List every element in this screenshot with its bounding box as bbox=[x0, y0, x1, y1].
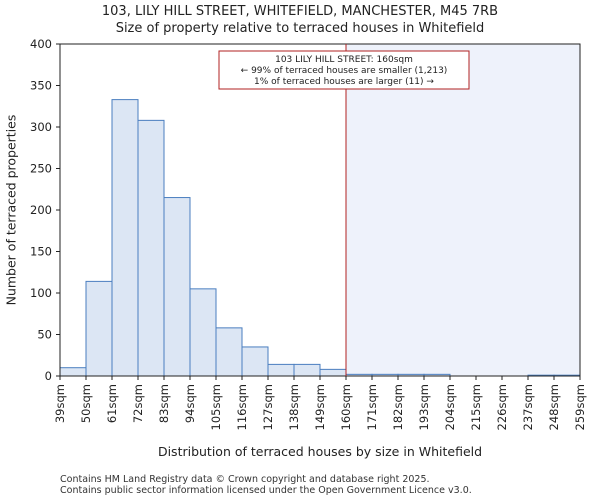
x-tick-label: 39sqm bbox=[53, 384, 67, 423]
bar bbox=[241, 346, 269, 377]
x-tick-label: 149sqm bbox=[313, 384, 327, 430]
annotation-line: ← 99% of terraced houses are smaller (1,… bbox=[241, 66, 448, 76]
bar bbox=[319, 368, 347, 377]
x-tick-label: 72sqm bbox=[131, 384, 145, 423]
bar bbox=[85, 280, 113, 377]
x-tick-label: 248sqm bbox=[547, 384, 561, 430]
x-tick-label: 182sqm bbox=[391, 384, 405, 430]
y-tick-label: 250 bbox=[30, 162, 52, 176]
bar bbox=[215, 327, 243, 377]
footer-copyright: Contains HM Land Registry data © Crown c… bbox=[60, 474, 430, 485]
bar bbox=[293, 363, 321, 377]
x-tick-label: 226sqm bbox=[495, 384, 509, 430]
x-tick-label: 171sqm bbox=[365, 384, 379, 430]
x-axis-label: Distribution of terraced houses by size … bbox=[157, 444, 483, 459]
x-tick-label: 204sqm bbox=[443, 384, 457, 430]
y-tick-label: 100 bbox=[30, 286, 52, 300]
chart-subtitle: Size of property relative to terraced ho… bbox=[115, 21, 485, 36]
bar bbox=[59, 367, 87, 377]
bar bbox=[137, 119, 165, 377]
bar bbox=[267, 363, 295, 377]
y-tick-label: 50 bbox=[37, 328, 52, 342]
x-tick-label: 160sqm bbox=[339, 384, 353, 430]
bar bbox=[163, 197, 191, 377]
y-tick-label: 0 bbox=[45, 369, 52, 383]
x-tick-label: 94sqm bbox=[183, 384, 197, 423]
x-tick-label: 138sqm bbox=[287, 384, 301, 430]
annotation-line: 1% of terraced houses are larger (11) → bbox=[254, 77, 434, 87]
x-tick-label: 83sqm bbox=[157, 384, 171, 423]
y-tick-label: 200 bbox=[30, 203, 52, 217]
y-tick-label: 350 bbox=[30, 79, 52, 93]
x-tick-label: 237sqm bbox=[521, 384, 535, 430]
highlight-region bbox=[346, 44, 580, 376]
bar bbox=[111, 99, 139, 377]
x-tick-label: 259sqm bbox=[573, 384, 587, 430]
y-tick-label: 150 bbox=[30, 245, 52, 259]
y-axis-label: Number of terraced properties bbox=[3, 114, 19, 306]
x-tick-label: 215sqm bbox=[469, 384, 483, 430]
x-tick-label: 105sqm bbox=[209, 384, 223, 430]
y-tick-label: 400 bbox=[30, 37, 52, 51]
annotation-box bbox=[218, 50, 470, 90]
annotation-line: 103 LILY HILL STREET: 160sqm bbox=[275, 55, 413, 65]
footer-licence: Contains public sector information licen… bbox=[60, 485, 472, 496]
x-tick-label: 193sqm bbox=[417, 384, 431, 430]
x-tick-label: 50sqm bbox=[79, 384, 93, 423]
chart-title: 103, LILY HILL STREET, WHITEFIELD, MANCH… bbox=[101, 4, 499, 19]
y-tick-label: 300 bbox=[30, 120, 52, 134]
bar bbox=[189, 288, 217, 377]
x-tick-label: 127sqm bbox=[261, 384, 275, 430]
x-tick-label: 116sqm bbox=[235, 384, 249, 430]
x-tick-label: 61sqm bbox=[105, 384, 119, 423]
